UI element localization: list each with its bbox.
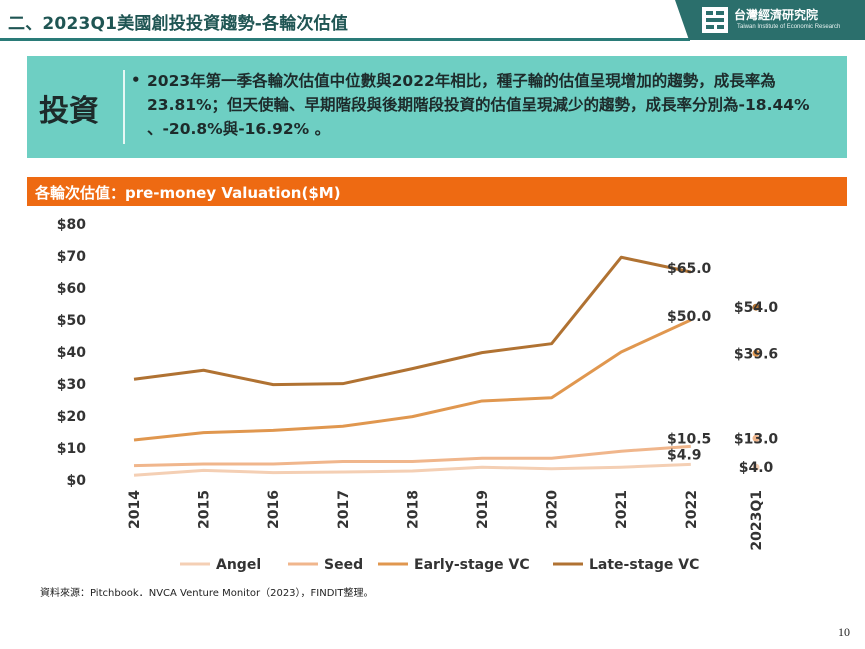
data-label-2022: $50.0 xyxy=(667,309,712,325)
data-label-2023q1: $4.0 xyxy=(739,460,774,476)
summary-divider xyxy=(123,70,125,144)
data-label-2023q1: $13.0 xyxy=(734,431,779,447)
title-underline xyxy=(0,38,690,41)
y-tick-label: $70 xyxy=(57,249,86,265)
y-tick-label: $20 xyxy=(57,409,86,425)
chart-header-bar: 各輪次估值：pre-money Valuation($M) xyxy=(27,177,847,206)
q1-point xyxy=(752,463,760,471)
x-tick-label: 2018 xyxy=(405,490,421,529)
data-label-2023q1: $39.6 xyxy=(734,346,778,362)
summary-text: 2023年第一季各輪次估值中位數與2022年相比，種子輪的估值呈現增加的趨勢，成… xyxy=(147,72,810,138)
data-label-2022: $65.0 xyxy=(667,261,712,277)
source-note: 資料來源：Pitchbook．NVCA Venture Monitor（2023… xyxy=(40,588,374,599)
x-tick-label: 2020 xyxy=(545,490,561,529)
slide-title: 二、2023Q1美國創投投資趨勢-各輪次估值 xyxy=(8,14,349,34)
x-tick-label: 2022 xyxy=(684,490,700,529)
data-label-2022: $10.5 xyxy=(667,431,711,447)
bullet-icon: • xyxy=(131,71,141,89)
series-line-angel xyxy=(133,462,691,477)
summary-tag: 投資 xyxy=(39,94,99,129)
series-line-late-stage-vc xyxy=(133,255,692,387)
x-tick-label-2023q1: 2023Q1 xyxy=(749,490,765,551)
y-tick-label: $0 xyxy=(67,473,87,489)
y-tick-label: $40 xyxy=(57,345,86,361)
legend-label: Early-stage VC xyxy=(414,557,530,573)
legend-label: Seed xyxy=(324,557,363,573)
x-tick-label: 2019 xyxy=(475,490,491,529)
x-tick-label: 2014 xyxy=(127,490,143,529)
data-label-2022: $4.9 xyxy=(667,447,702,463)
series-line-seed xyxy=(133,444,691,468)
page-number: 10 xyxy=(838,625,850,639)
q1-point xyxy=(752,434,760,442)
tier-logo-icon xyxy=(702,7,728,33)
chart-header-label: 各輪次估值：pre-money Valuation($M) xyxy=(35,184,341,202)
y-tick-label: $50 xyxy=(57,313,86,329)
data-label-2023q1: $54.0 xyxy=(734,300,779,316)
series-line-early-stage-vc xyxy=(133,318,692,442)
q1-point xyxy=(752,349,760,357)
y-tick-label: $80 xyxy=(57,217,86,233)
x-tick-label: 2015 xyxy=(197,490,213,529)
x-tick-label: 2017 xyxy=(336,490,352,529)
logo-chinese-name: 台灣經濟研究院 xyxy=(734,8,819,22)
logo-english-name: Taiwan Institute of Economic Research xyxy=(737,24,841,30)
summary-box: 投資 • 2023年第一季各輪次估值中位數與2022年相比，種子輪的估值呈現增加… xyxy=(27,56,847,158)
y-tick-label: $30 xyxy=(57,377,86,393)
legend-label: Angel xyxy=(216,557,261,573)
x-tick-label: 2016 xyxy=(266,490,282,529)
y-tick-label: $60 xyxy=(57,281,86,297)
q1-point xyxy=(752,303,760,311)
y-tick-label: $10 xyxy=(57,441,86,457)
legend-label: Late-stage VC xyxy=(589,557,699,573)
x-tick-label: 2021 xyxy=(614,490,630,529)
